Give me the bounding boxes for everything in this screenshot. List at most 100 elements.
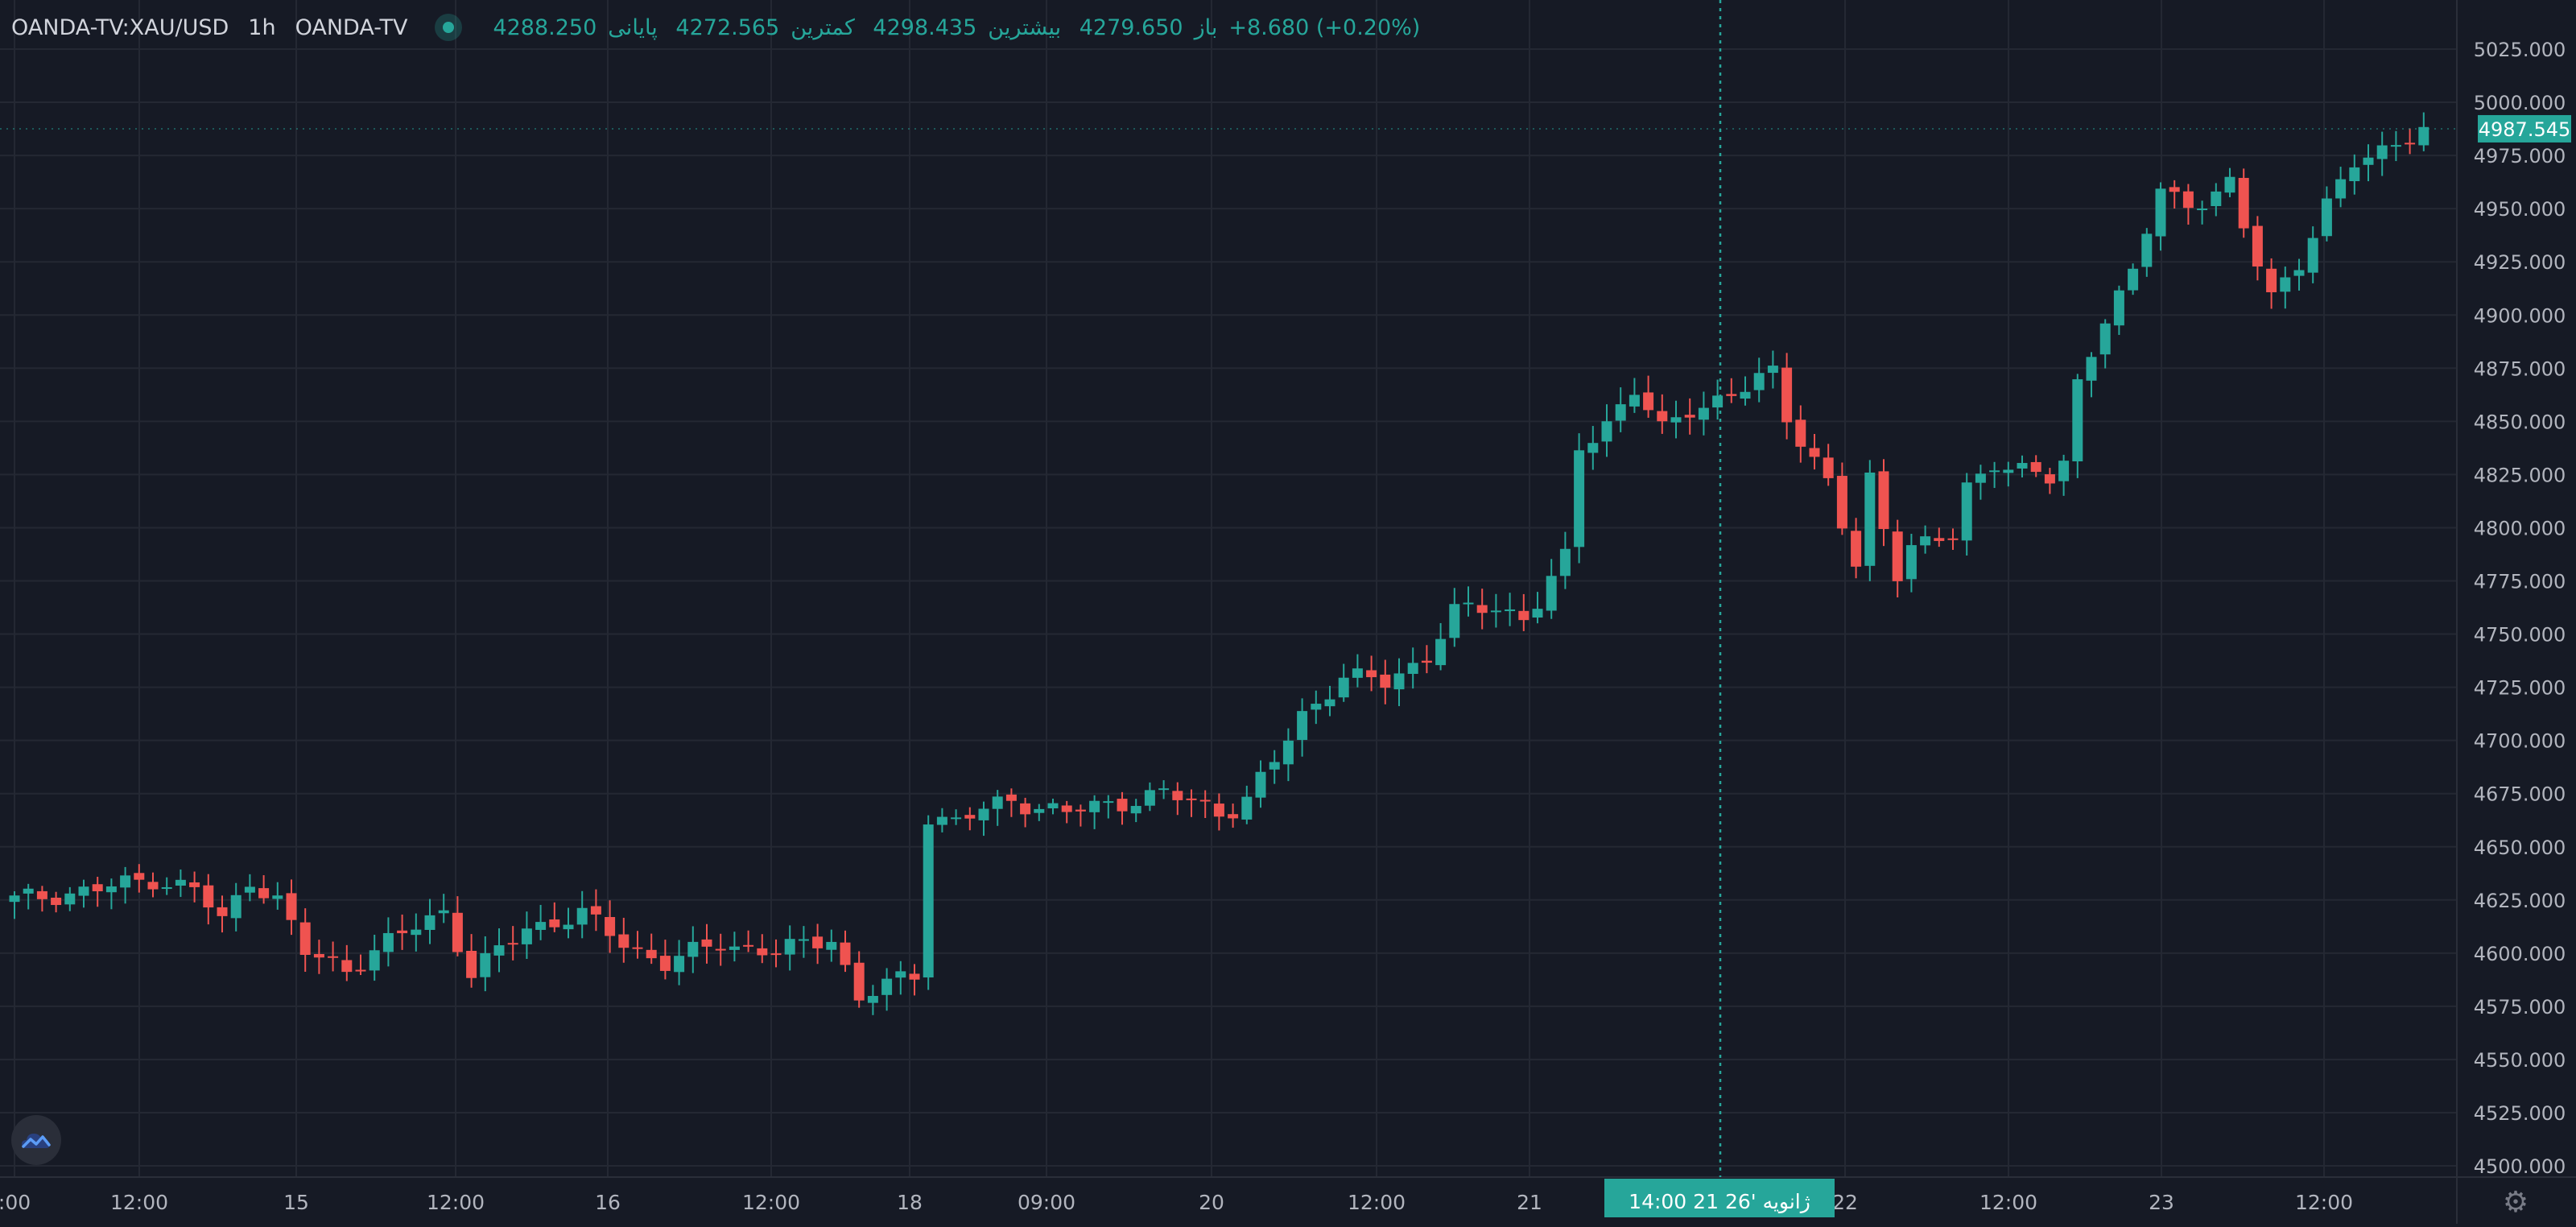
candle-down[interactable]: [1380, 674, 1391, 688]
candle-up[interactable]: [1490, 610, 1501, 613]
candle-up[interactable]: [161, 886, 172, 890]
candle-down[interactable]: [2252, 225, 2263, 267]
candle-up[interactable]: [687, 941, 699, 957]
candle-up[interactable]: [1989, 470, 2000, 473]
timeframe-label[interactable]: 1h: [248, 14, 276, 40]
candle-up[interactable]: [2418, 126, 2429, 146]
candle-up[interactable]: [1449, 604, 1460, 638]
candle-up[interactable]: [105, 886, 117, 893]
candle-down[interactable]: [1809, 448, 1820, 457]
candle-up[interactable]: [78, 886, 89, 896]
candle-up[interactable]: [1864, 472, 1876, 566]
candle-down[interactable]: [1005, 794, 1017, 801]
candle-up[interactable]: [1393, 673, 1405, 690]
candle-down[interactable]: [452, 912, 463, 952]
candle-up[interactable]: [1034, 808, 1045, 813]
candle-down[interactable]: [1795, 419, 1806, 447]
candle-down[interactable]: [92, 884, 103, 891]
candle-up[interactable]: [2293, 270, 2305, 276]
candle-up[interactable]: [1753, 373, 1765, 390]
candle-down[interactable]: [964, 815, 976, 819]
candle-up[interactable]: [729, 946, 740, 950]
candle-up[interactable]: [1601, 421, 1612, 442]
candle-down[interactable]: [1878, 471, 1889, 530]
candle-up[interactable]: [411, 929, 422, 936]
candle-up[interactable]: [244, 886, 255, 893]
candle-up[interactable]: [1255, 771, 1266, 798]
candle-down[interactable]: [840, 942, 851, 965]
candle-up[interactable]: [2349, 167, 2360, 182]
candle-down[interactable]: [715, 948, 726, 951]
candle-up[interactable]: [1615, 404, 1626, 421]
candle-down[interactable]: [1421, 660, 1432, 663]
candle-down[interactable]: [2044, 474, 2055, 484]
candle-down[interactable]: [1684, 415, 1695, 418]
candle-up[interactable]: [1975, 473, 1986, 483]
candle-down[interactable]: [743, 944, 754, 947]
candle-up[interactable]: [1961, 482, 1972, 541]
candle-down[interactable]: [618, 934, 630, 948]
candle-up[interactable]: [1629, 395, 1640, 407]
candle-up[interactable]: [2003, 469, 2014, 473]
candle-down[interactable]: [2266, 268, 2277, 292]
candle-down[interactable]: [1934, 538, 1945, 541]
candle-down[interactable]: [341, 960, 353, 973]
candle-down[interactable]: [1186, 798, 1197, 800]
candle-down[interactable]: [1117, 799, 1128, 812]
candle-up[interactable]: [369, 950, 380, 971]
candle-up[interactable]: [1269, 762, 1280, 770]
candle-down[interactable]: [1075, 809, 1086, 812]
candle-down[interactable]: [2238, 177, 2249, 229]
tradingview-cloud-icon[interactable]: [11, 1115, 61, 1165]
candle-up[interactable]: [1670, 417, 1682, 423]
candle-down[interactable]: [466, 950, 477, 978]
candle-down[interactable]: [1476, 605, 1488, 614]
candle-down[interactable]: [1726, 394, 1737, 396]
candle-up[interactable]: [424, 915, 436, 930]
candle-up[interactable]: [2017, 463, 2028, 469]
candle-up[interactable]: [1587, 443, 1599, 453]
candle-up[interactable]: [1297, 711, 1308, 741]
candle-down[interactable]: [355, 969, 366, 972]
candle-down[interactable]: [1228, 814, 1239, 819]
candle-up[interactable]: [881, 978, 893, 995]
candle-up[interactable]: [1324, 699, 1335, 707]
candle-up[interactable]: [120, 875, 131, 888]
candle-up[interactable]: [480, 952, 491, 977]
candle-down[interactable]: [299, 922, 311, 955]
candle-down[interactable]: [1199, 799, 1211, 802]
candle-up[interactable]: [1241, 796, 1253, 820]
candle-up[interactable]: [2072, 379, 2083, 462]
candle-up[interactable]: [826, 941, 837, 950]
candle-up[interactable]: [493, 945, 505, 956]
candle-up[interactable]: [1047, 803, 1059, 808]
candle-up[interactable]: [1698, 407, 1709, 420]
candle-down[interactable]: [549, 919, 560, 927]
candle-up[interactable]: [382, 932, 394, 952]
candle-down[interactable]: [2182, 191, 2194, 209]
candle-down[interactable]: [770, 953, 782, 956]
candle-up[interactable]: [1740, 391, 1751, 399]
candle-down[interactable]: [701, 939, 712, 947]
candle-up[interactable]: [867, 996, 878, 1003]
candle-up[interactable]: [2280, 277, 2291, 292]
candle-up[interactable]: [1920, 536, 1931, 546]
candle-up[interactable]: [2307, 238, 2318, 273]
candle-up[interactable]: [1505, 609, 1516, 612]
candle-up[interactable]: [1463, 602, 1474, 605]
candle-up[interactable]: [2363, 157, 2374, 165]
candle-down[interactable]: [1947, 538, 1959, 540]
candle-down[interactable]: [853, 962, 865, 1001]
candle-down[interactable]: [1836, 476, 1847, 529]
candle-up[interactable]: [1546, 576, 1557, 611]
candle-up[interactable]: [1311, 704, 1322, 710]
candle-up[interactable]: [175, 879, 186, 886]
candle-up[interactable]: [2197, 209, 2208, 211]
candle-down[interactable]: [605, 916, 616, 936]
candle-up[interactable]: [951, 817, 962, 820]
candle-up[interactable]: [895, 971, 906, 978]
candle-up[interactable]: [2335, 179, 2347, 199]
candle-up[interactable]: [798, 939, 809, 941]
candle-down[interactable]: [1781, 367, 1793, 423]
